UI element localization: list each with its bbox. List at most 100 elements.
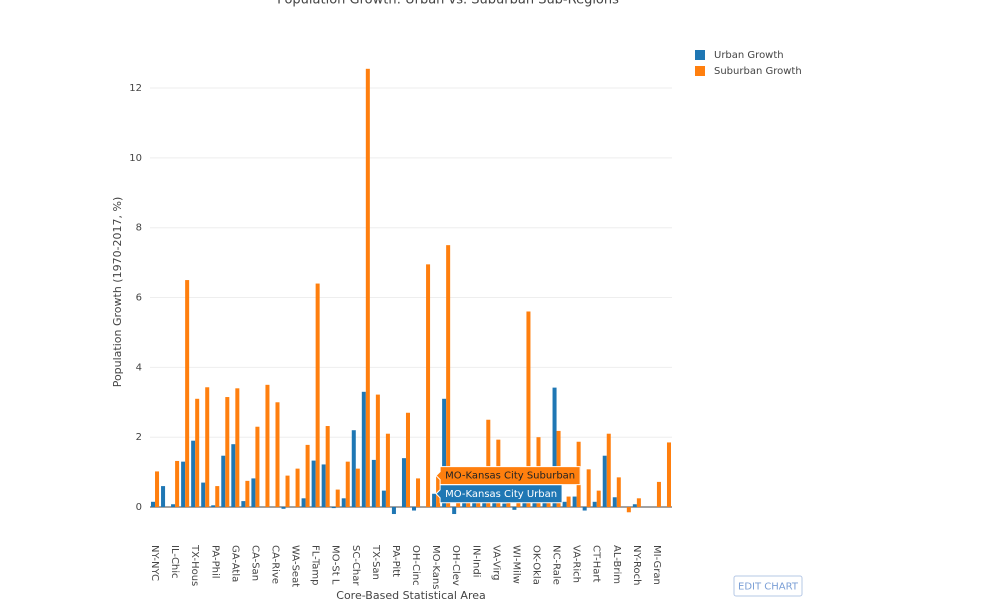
- bar: [251, 478, 256, 508]
- bar: [502, 503, 507, 508]
- x-tick-label: PA-Phil: [209, 545, 220, 579]
- bar: [245, 480, 250, 508]
- x-tick-label: NY-Roch: [631, 545, 642, 585]
- bar: [225, 397, 230, 508]
- x-tick-label: SC-Char: [350, 545, 361, 586]
- x-tick-label: CA-San: [249, 545, 260, 581]
- legend-label: Urban Growth: [714, 50, 784, 61]
- bar: [371, 459, 376, 508]
- bar: [185, 280, 190, 508]
- tooltip-label: MO-Kansas City Suburban: [445, 471, 575, 482]
- bar: [616, 477, 621, 508]
- bar: [241, 501, 246, 508]
- bar: [205, 387, 210, 508]
- bar: [301, 498, 306, 508]
- x-tick-label: NY-NYC: [149, 545, 160, 581]
- bar: [195, 398, 200, 508]
- bar: [351, 430, 356, 508]
- bar: [542, 500, 547, 508]
- x-tick-label: OH-Clev: [450, 545, 461, 586]
- edit-button-box[interactable]: [733, 575, 803, 597]
- y-tick-label: 8: [136, 223, 142, 234]
- bar: [632, 504, 637, 508]
- chart-title: Population Growth: Urban vs. Suburban Su…: [277, 0, 619, 8]
- bar: [512, 507, 517, 510]
- bar: [295, 468, 300, 508]
- bar: [472, 500, 477, 508]
- bar: [201, 482, 206, 508]
- x-tick-label: WI-Milw: [510, 545, 521, 584]
- x-tick-label: CA-Rive: [269, 545, 280, 584]
- bar: [175, 460, 180, 508]
- x-tick-label: VA-Rich: [571, 545, 582, 583]
- bar: [596, 490, 601, 508]
- bar: [255, 426, 260, 508]
- bar: [391, 507, 396, 515]
- bar: [442, 398, 447, 508]
- bar: [412, 507, 417, 511]
- edit-button-label[interactable]: EDIT CHART: [738, 582, 799, 593]
- bar: [311, 460, 316, 508]
- legend-label: Suburban Growth: [714, 66, 802, 77]
- bar: [586, 469, 591, 508]
- bar: [215, 486, 220, 508]
- bar: [612, 497, 617, 508]
- x-tick-label: NC-Rale: [551, 545, 562, 585]
- x-tick-label: WA-Seat: [290, 545, 301, 587]
- bar: [211, 505, 216, 508]
- bar: [606, 433, 611, 508]
- bar: [582, 507, 587, 511]
- bar: [361, 391, 366, 508]
- x-tick-label: GA-Atla: [229, 545, 240, 582]
- tooltip-box: [435, 484, 563, 504]
- bar: [566, 496, 571, 508]
- bar: [452, 507, 457, 515]
- bar: [345, 461, 350, 508]
- x-tick-label: AL-Brim: [611, 545, 622, 584]
- bar: [405, 412, 410, 508]
- bar: [221, 455, 226, 508]
- bar: [325, 426, 330, 508]
- y-axis-label: Population Growth (1970-2017, %): [111, 197, 124, 388]
- bar: [321, 464, 326, 508]
- bar: [281, 507, 286, 509]
- bar: [626, 507, 631, 513]
- bar: [416, 478, 421, 508]
- bar: [335, 489, 340, 508]
- bar: [365, 68, 370, 508]
- bar: [526, 311, 531, 508]
- y-tick-label: 6: [136, 293, 142, 304]
- bar: [285, 475, 290, 508]
- tooltip: MO-Kansas City Urban: [435, 484, 563, 504]
- bar: [355, 468, 360, 508]
- bar: [235, 388, 240, 508]
- x-tick-label: FL-Tamp: [310, 545, 321, 586]
- bar: [341, 498, 346, 508]
- bar: [275, 402, 280, 508]
- y-tick-label: 10: [129, 153, 142, 164]
- tooltip-label: MO-Kansas City Urban: [445, 489, 557, 500]
- bar: [155, 471, 160, 508]
- x-tick-label: OK-Okla: [530, 545, 541, 585]
- bar: [401, 458, 406, 508]
- x-tick-label: IL-Chic: [169, 545, 180, 579]
- bar: [446, 245, 451, 508]
- bar: [492, 500, 497, 508]
- bar: [191, 440, 196, 508]
- bar: [656, 481, 661, 508]
- bar: [572, 496, 577, 508]
- bar: [602, 455, 607, 508]
- x-tick-label: VA-Virg: [490, 545, 501, 581]
- bar: [151, 501, 156, 508]
- legend-swatch: [695, 50, 705, 60]
- bar: [636, 498, 641, 508]
- x-tick-label: TX-Hous: [189, 544, 200, 586]
- edit-button[interactable]: EDIT CHART: [733, 575, 803, 597]
- legend-swatch: [695, 66, 705, 76]
- bar: [486, 419, 491, 508]
- x-tick-label: PA-Pitt: [390, 545, 401, 577]
- bar: [305, 444, 310, 508]
- bar: [315, 283, 320, 508]
- bar: [426, 264, 431, 508]
